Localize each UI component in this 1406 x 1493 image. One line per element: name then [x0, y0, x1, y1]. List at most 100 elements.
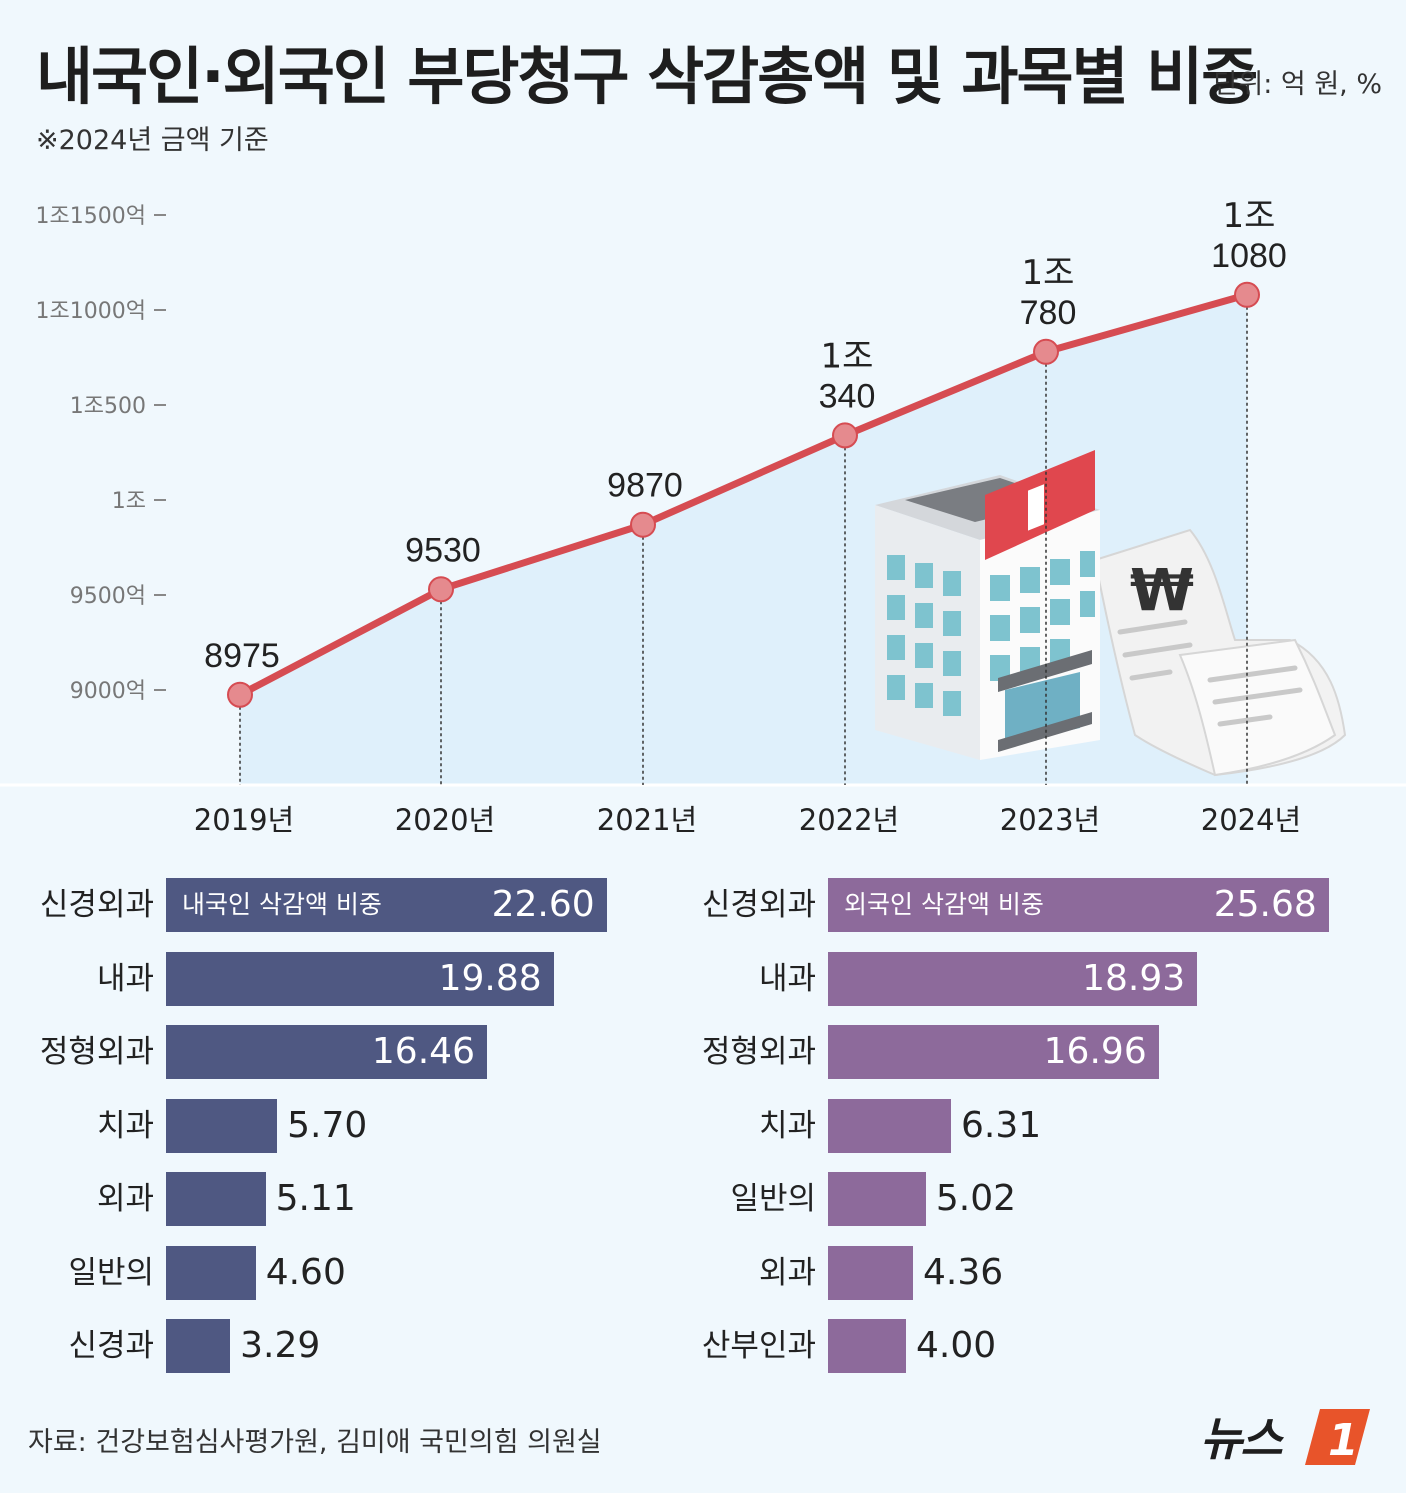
domestic-bar-row: 정형외과 16.46	[0, 1025, 620, 1079]
y-tick-label: 1조500	[70, 394, 146, 419]
domestic-bar-row: 내과 19.88	[0, 951, 620, 1006]
bar-category-label: 내과	[758, 960, 816, 997]
data-point	[1033, 338, 1059, 365]
bar	[166, 878, 607, 932]
foreign-bar-row: 내과 18.93	[662, 951, 1282, 1006]
y-tick-label: 9500억	[70, 584, 146, 609]
bar	[828, 1098, 952, 1153]
x-tick-label: 2021년	[597, 803, 697, 837]
bar-category-label: 신경외과	[39, 887, 154, 923]
bar-category-label: 신경외과	[701, 887, 816, 923]
data-label: 1080	[1211, 237, 1287, 275]
foreign-bar-row: 산부인과 4.00	[662, 1319, 1282, 1373]
y-tick-label: 9000억	[70, 679, 146, 704]
svg-text:₩: ₩	[1130, 556, 1194, 624]
bar	[828, 951, 1198, 1006]
data-label: 8975	[204, 637, 280, 675]
domestic-bar-row: 치과 5.70	[0, 1098, 620, 1153]
bar-value-label: 5.02	[935, 1178, 1017, 1219]
source-note: 자료: 건강보험심사평가원, 김미애 국민의힘 의원실	[28, 1427, 602, 1458]
bar-category-label: 신경과	[68, 1328, 154, 1364]
y-tick-label: 1조1000억	[36, 299, 146, 324]
data-label: 9870	[607, 467, 683, 505]
bar-value-label: 5.70	[287, 1104, 368, 1146]
bar-value-label: 16.96	[1043, 1031, 1147, 1072]
bar-value-label: 4.36	[923, 1251, 1004, 1293]
data-label: 780	[1020, 294, 1077, 332]
bar	[828, 1319, 906, 1373]
logo-mark-text: 1	[1328, 1415, 1359, 1466]
page-title: 내국인·외국인 부당청구 삭감총액 및 과목별 비중	[36, 40, 1258, 113]
x-tick-label: 2022년	[799, 803, 899, 837]
unit-label: 단위: 억 원, %	[1213, 69, 1382, 100]
bar-category-label: 내과	[96, 960, 154, 997]
x-tick-label: 2024년	[1201, 803, 1301, 837]
data-label: 9530	[405, 531, 481, 569]
series-name-label: 외국인 삭감액 비중	[844, 890, 1044, 919]
bar	[166, 951, 554, 1006]
bar-category-label: 치과	[96, 1107, 154, 1144]
bar-category-label: 정형외과	[701, 1034, 816, 1070]
data-label-prefix: 1조	[1223, 196, 1276, 236]
bar	[828, 878, 1329, 932]
bar-value-label: 4.60	[265, 1251, 346, 1293]
bar	[166, 1098, 278, 1153]
domestic-bar-row: 일반의 4.60	[0, 1245, 620, 1300]
series-name-label: 내국인 삭감액 비중	[182, 890, 382, 919]
hospital-receipt-illustration: ₩	[875, 450, 1347, 777]
domestic-bar-row: 신경과 3.29	[0, 1319, 620, 1373]
x-tick-label: 2019년	[194, 803, 294, 837]
domestic-bar-row: 외과 5.11	[0, 1172, 620, 1226]
bar	[166, 1245, 256, 1300]
bar-value-label: 25.68	[1213, 884, 1317, 925]
logo-mark-icon: 1	[1305, 1409, 1370, 1466]
bar-value-label: 5.11	[275, 1178, 356, 1219]
bar	[828, 1025, 1159, 1079]
domestic-bar-row: 신경외과 22.60 내국인 삭감액 비중	[0, 878, 620, 932]
x-tick-label: 2020년	[395, 803, 495, 837]
bar-value-label: 19.88	[438, 957, 542, 999]
foreign-bar-row: 치과 6.31	[662, 1098, 1282, 1153]
foreign-bar-row: 정형외과 16.96	[662, 1025, 1282, 1079]
foreign-bar-row: 외과 4.36	[662, 1245, 1282, 1300]
receipt-icon: ₩	[1093, 528, 1347, 777]
news1-logo: 뉴스 1	[1200, 1395, 1380, 1475]
bar-category-label: 일반의	[68, 1254, 154, 1291]
foreign-bar-row: 신경외과 25.68 외국인 삭감액 비중	[662, 878, 1329, 932]
bar-category-label: 산부인과	[701, 1328, 816, 1364]
data-point	[630, 511, 656, 538]
data-point	[1234, 281, 1260, 308]
hospital-icon	[875, 450, 1100, 760]
base-note: ※2024년 금액 기준	[36, 125, 269, 156]
bar-value-label: 18.93	[1082, 957, 1186, 999]
bar-category-label: 외과	[96, 1181, 154, 1217]
bar	[166, 1025, 487, 1079]
bar-value-label: 6.31	[961, 1104, 1042, 1146]
data-point	[832, 422, 858, 449]
data-label: 340	[819, 377, 876, 415]
foreign-bar-row: 일반의 5.02	[662, 1172, 1282, 1226]
bar-category-label: 외과	[758, 1254, 816, 1291]
series-line	[236, 291, 1251, 699]
bar-value-label: 4.00	[916, 1325, 997, 1366]
bar-value-label: 22.60	[491, 884, 595, 925]
y-tick-label: 1조1500억	[36, 204, 146, 229]
logo-text: 뉴스	[1200, 1412, 1283, 1466]
bar	[166, 1319, 231, 1373]
data-point	[428, 576, 454, 603]
bar-value-label: 3.29	[240, 1325, 321, 1366]
bar-value-label: 16.46	[371, 1031, 475, 1072]
data-point	[227, 681, 253, 708]
bar	[828, 1172, 926, 1226]
bar	[828, 1245, 914, 1300]
y-tick-label: 1조	[112, 489, 146, 514]
line-chart: 9000억 9500억 1조 1조500 1조1000억 1조1500억 ₩	[0, 196, 1406, 837]
bar-category-label: 일반의	[730, 1181, 816, 1217]
data-label-prefix: 1조	[821, 336, 874, 376]
x-tick-label: 2023년	[1000, 803, 1100, 837]
data-label-prefix: 1조	[1022, 253, 1075, 293]
bar	[166, 1172, 266, 1226]
bar-category-label: 정형외과	[39, 1034, 154, 1070]
